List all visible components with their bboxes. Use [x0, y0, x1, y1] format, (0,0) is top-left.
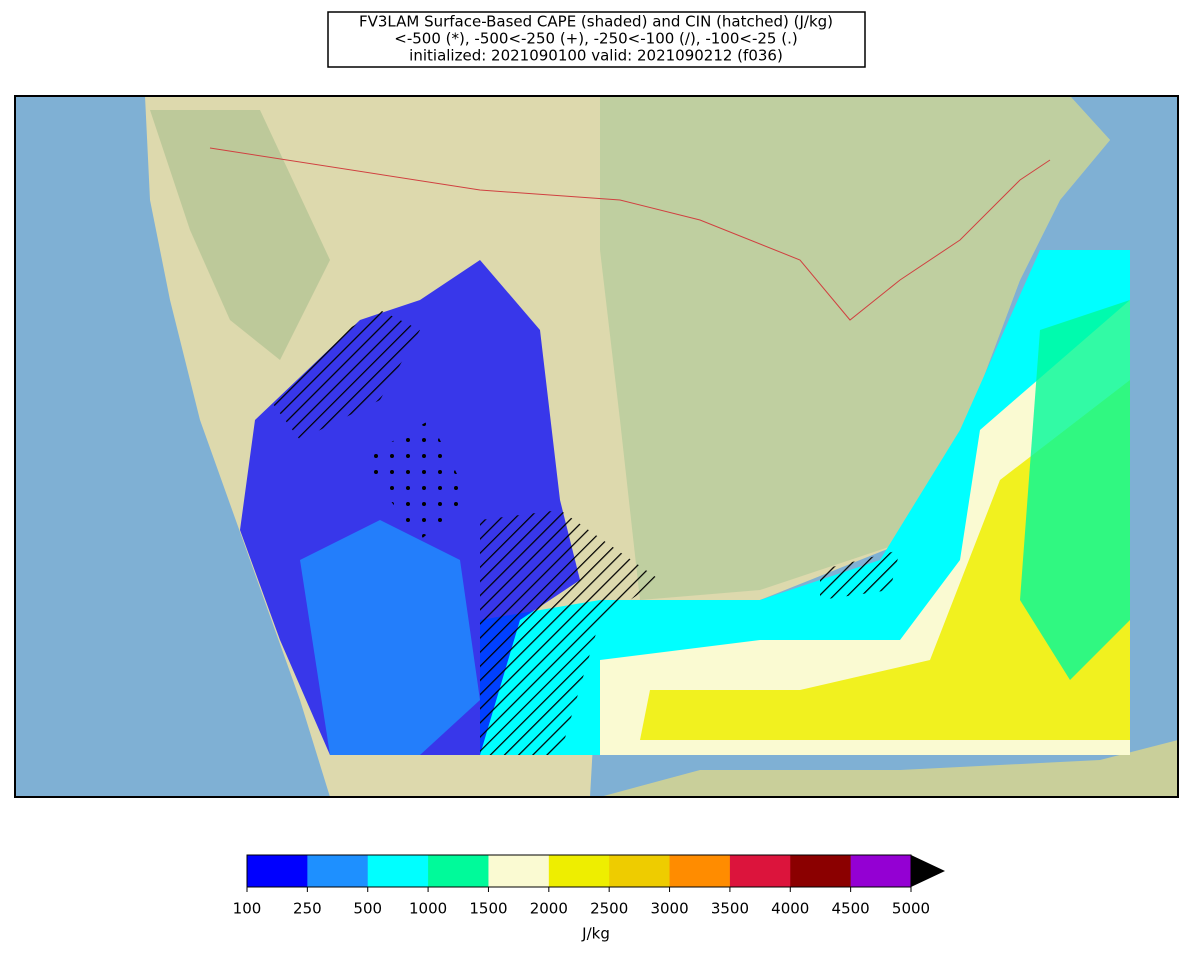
colorbar-segment [367, 855, 429, 887]
land-northwest [150, 110, 330, 360]
colorbar-tick-label: 3500 [711, 900, 749, 918]
colorbar-segment [609, 855, 671, 887]
title-line: FV3LAM Surface-Based CAPE (shaded) and C… [359, 13, 833, 31]
colorbar-outline [246, 854, 912, 888]
colorbar-tick-label: 2500 [590, 900, 628, 918]
cape-field [1020, 300, 1130, 680]
colorbar-segment [850, 855, 912, 887]
colorbar-label: J/kg [581, 925, 610, 943]
colorbar-tick-label: 500 [353, 900, 382, 918]
land-south [600, 740, 1178, 797]
colorbar-tick-label: 100 [233, 900, 262, 918]
colorbar-segment [247, 855, 308, 887]
colorbar-segment [488, 855, 550, 887]
colorbar-tick-label: 4000 [771, 900, 809, 918]
colorbar-tick-label: 3000 [650, 900, 688, 918]
cin-hatch [480, 510, 660, 755]
colorbar-extend [911, 855, 945, 887]
map [15, 96, 1178, 797]
colorbar-tick-label: 1500 [469, 900, 507, 918]
land-east [600, 96, 1110, 600]
colorbar-tick-label: 250 [293, 900, 322, 918]
colorbar-segment [428, 855, 489, 887]
colorbar-segment [790, 855, 852, 887]
colorbar-tick-label: 5000 [892, 900, 930, 918]
colorbar-segment [669, 855, 731, 887]
title-box [327, 11, 866, 68]
cape-field [300, 520, 480, 755]
colorbar: 100 250 500 1000 1500 2000 2500 3000 3500 4000 450… [233, 854, 945, 918]
colorbar-segment [548, 855, 610, 887]
title-line: <-500 (*), -500<-250 (+), -250<-100 (/),… [394, 30, 797, 48]
colorbar-tick-label: 4500 [832, 900, 870, 918]
title-line: initialized: 2021090100 valid: 202109021… [409, 47, 783, 65]
cin-hatch [270, 310, 420, 440]
colorbar-tick-label: 1000 [409, 900, 447, 918]
colorbar-segment [307, 855, 369, 887]
map-frame [14, 95, 1179, 798]
cape-field [640, 380, 1130, 740]
colorbar-tick-label: 2000 [530, 900, 568, 918]
colorbar-segment [729, 855, 791, 887]
border [209, 147, 1051, 321]
cin-hatch [820, 550, 900, 600]
cin-hatch [360, 420, 470, 540]
